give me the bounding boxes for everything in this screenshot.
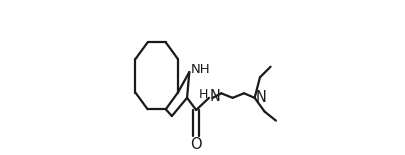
Text: O: O — [190, 137, 201, 152]
Text: H: H — [198, 88, 208, 101]
Text: N: N — [255, 90, 265, 105]
Text: NH: NH — [190, 63, 210, 76]
Text: N: N — [209, 89, 220, 104]
